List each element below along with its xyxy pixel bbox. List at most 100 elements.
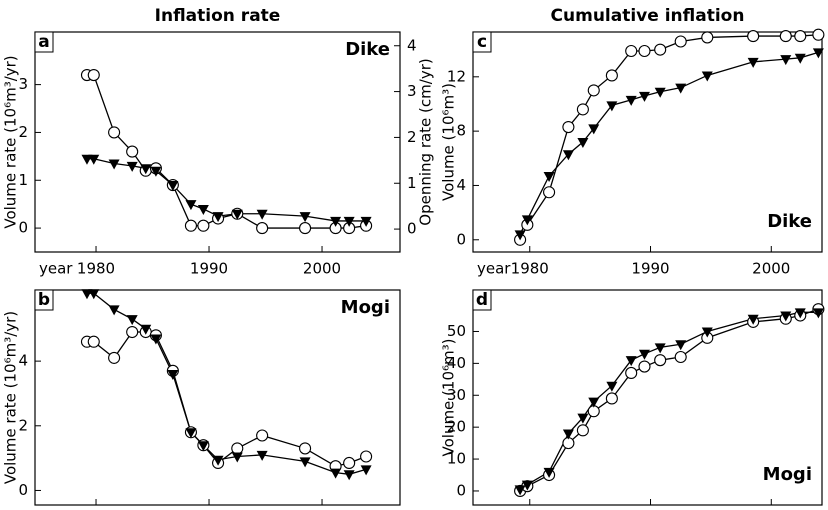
marker: [231, 452, 243, 463]
plot-frame: [472, 289, 823, 506]
marker: [256, 209, 268, 220]
marker: [88, 154, 100, 165]
y2-tick-label: 2: [407, 128, 417, 146]
marker: [562, 429, 574, 440]
marker: [150, 334, 162, 345]
marker: [625, 366, 638, 379]
marker: [779, 30, 792, 43]
series-line: [86, 292, 367, 475]
marker: [126, 325, 139, 339]
marker: [108, 351, 121, 364]
marker: [514, 485, 526, 496]
y-tick-label: 2: [18, 123, 28, 141]
marker: [701, 71, 713, 82]
marker: [330, 468, 342, 479]
series-line: [519, 311, 819, 490]
x-tick-label: 2000: [303, 260, 341, 278]
marker: [299, 442, 312, 455]
annotation: Dike: [345, 39, 390, 60]
marker: [543, 467, 555, 478]
marker: [747, 57, 759, 68]
marker: [674, 35, 687, 48]
marker: [588, 124, 600, 135]
x-tick-label: 1990: [190, 260, 228, 278]
marker: [299, 457, 311, 468]
y-tick-label: 10: [447, 450, 466, 468]
panel-title: Inflation rate: [155, 6, 281, 26]
y-axis-label: Volume (10⁶m³): [440, 339, 458, 457]
marker: [812, 28, 825, 41]
marker: [654, 43, 667, 56]
panel-label: d: [476, 290, 488, 310]
y-axis-label: Volume (10⁶m³): [440, 83, 458, 201]
panel-label: c: [477, 32, 487, 52]
y-tick-label: 40: [447, 354, 466, 372]
marker: [576, 103, 589, 116]
marker: [212, 455, 224, 466]
x-axis-label: year: [39, 260, 73, 278]
y2-tick-label: 3: [407, 82, 417, 100]
x-tick-label: 1980: [511, 260, 549, 278]
marker: [654, 354, 667, 367]
marker: [675, 83, 687, 94]
marker: [638, 360, 651, 373]
marker: [675, 340, 687, 351]
marker: [521, 215, 533, 226]
panel-label: b: [38, 290, 50, 310]
marker: [126, 315, 138, 326]
marker: [88, 289, 100, 300]
marker: [167, 370, 179, 381]
series-line: [86, 331, 367, 467]
marker: [521, 480, 533, 491]
marker: [330, 216, 342, 227]
marker: [638, 44, 651, 58]
marker: [108, 159, 120, 170]
marker: [184, 219, 197, 232]
marker: [185, 428, 197, 439]
marker: [256, 450, 268, 461]
marker: [794, 30, 807, 43]
y2-tick-label: 4: [407, 36, 417, 54]
y-tick-label: 30: [447, 386, 466, 404]
marker: [674, 350, 687, 364]
y2-tick-label: 1: [407, 174, 417, 192]
marker: [126, 161, 138, 172]
marker: [256, 222, 269, 235]
marker: [256, 429, 269, 442]
panel-label: a: [38, 32, 49, 52]
marker: [87, 335, 100, 348]
marker: [747, 30, 760, 43]
y-axis-label: Volume rate (10⁶m³/yr): [2, 311, 20, 484]
marker: [638, 91, 650, 102]
y-tick-label: 50: [447, 322, 466, 340]
marker: [197, 441, 209, 452]
marker: [576, 424, 589, 437]
marker: [299, 222, 312, 235]
marker: [701, 327, 713, 338]
y-axis-label: Volume rate (10⁶m³/yr): [2, 55, 20, 228]
y-tick-label: 2: [18, 416, 28, 434]
marker: [543, 186, 556, 199]
marker: [108, 305, 120, 316]
y-tick-label: 4: [456, 176, 466, 194]
plot-frame: [34, 289, 401, 506]
panel-label-box: [472, 31, 492, 53]
marker: [212, 212, 224, 223]
marker: [514, 230, 526, 241]
marker: [638, 349, 650, 360]
series-line: [519, 34, 819, 241]
marker: [812, 308, 824, 319]
panel-label-box: [34, 289, 54, 311]
annotation: Mogi: [341, 297, 390, 318]
marker: [562, 121, 575, 134]
marker: [794, 308, 806, 319]
series-line: [519, 51, 819, 235]
marker: [543, 171, 555, 182]
y-tick-label: 0: [456, 230, 466, 248]
x-tick-label: 1980: [77, 260, 115, 278]
y-tick-label: 8: [456, 122, 466, 140]
y-tick-label: 20: [447, 418, 466, 436]
marker: [654, 343, 666, 354]
annotation: Dike: [767, 211, 812, 232]
